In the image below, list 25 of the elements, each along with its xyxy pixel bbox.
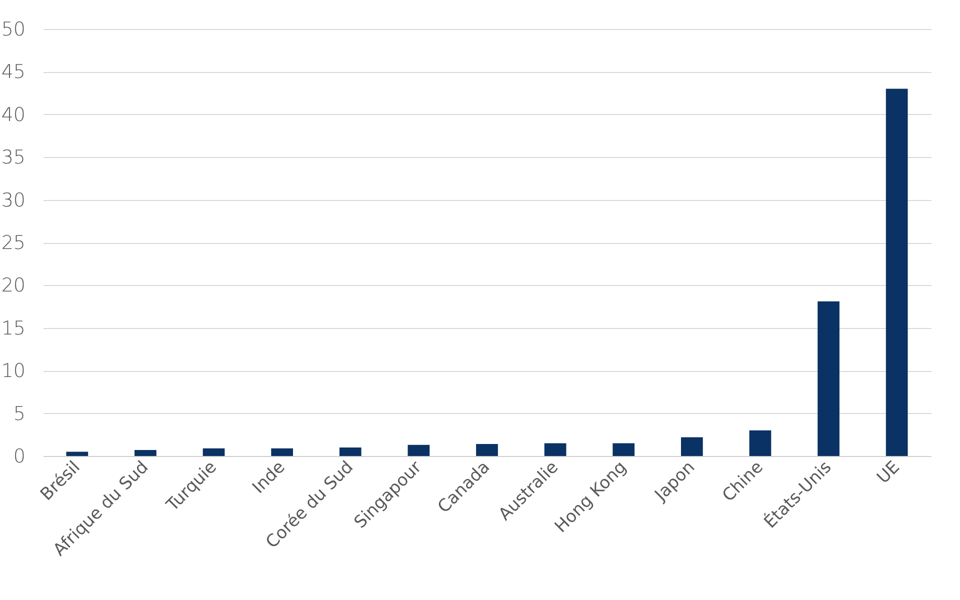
bar (66, 452, 88, 456)
bar (271, 448, 294, 456)
y-tick-label: 40 (1, 104, 26, 126)
bar (612, 443, 635, 456)
y-tick-label: 10 (1, 360, 26, 382)
y-tick-label: 20 (1, 274, 26, 297)
bar (749, 430, 772, 456)
bar (680, 437, 703, 456)
y-tick-label: 50 (1, 18, 26, 40)
y-tick-label: 5 (13, 402, 26, 425)
bar (202, 448, 225, 456)
y-tick-label: 35 (1, 146, 26, 169)
bar (818, 301, 840, 456)
bar (544, 443, 566, 456)
x-tick-label: UE (873, 457, 904, 488)
bar (134, 450, 156, 456)
y-tick-label: 0 (13, 446, 26, 468)
y-tick-label: 30 (1, 189, 26, 212)
y-tick-label: 25 (1, 232, 26, 254)
y-tick-label: 15 (1, 317, 26, 340)
bar (339, 447, 362, 456)
bar (886, 88, 908, 456)
y-tick-label: 45 (1, 61, 26, 84)
bar (408, 444, 430, 456)
bar (476, 444, 498, 456)
